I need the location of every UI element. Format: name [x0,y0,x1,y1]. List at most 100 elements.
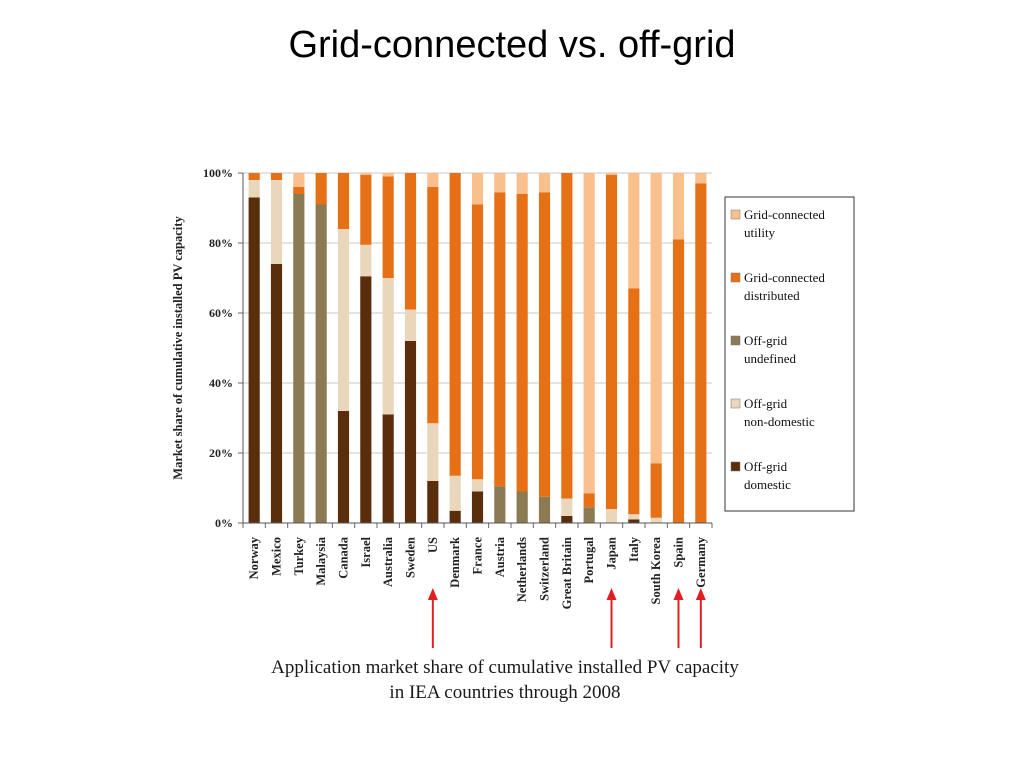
legend-swatch [730,461,741,472]
x-tick-label: Malaysia [314,536,328,585]
highlight-arrow-head [695,588,706,600]
x-tick-label: Turkey [292,536,306,575]
x-tick-label: South Korea [649,536,663,604]
bar-us-grid-connected-utility [427,173,439,187]
bar-israel-grid-connected-utility [360,173,372,175]
bar-us-off-grid-domestic [427,481,439,523]
bar-sweden-off-grid-domestic [404,341,417,523]
bar-portugal-off-grid-undefined [583,507,595,523]
bar-sweden-grid-connected-distributed [404,173,417,310]
highlight-arrow-head [427,588,438,600]
legend-label-line2: undefined [744,351,796,366]
bar-spain-grid-connected-distributed [672,239,685,523]
bar-germany-grid-connected-utility [695,173,707,184]
x-tick-label: Portugal [582,536,596,583]
y-tick-label: 40% [209,376,233,390]
legend-label-line2: non-domestic [744,414,815,429]
x-tick-label: Netherlands [515,537,529,602]
legend-swatch [730,209,741,220]
bar-japan-off-grid-non-domestic [605,509,618,523]
bar-spain-grid-connected-utility [672,173,685,240]
bar-netherlands-grid-connected-utility [516,173,528,194]
bar-canada-grid-connected-distributed [337,173,350,229]
legend-label-line1: Off-grid [744,333,788,348]
bar-canada-off-grid-domestic [337,411,350,523]
caption-line-1: Application market share of cumulative i… [271,657,739,678]
y-tick-label: 80% [209,236,233,250]
x-tick-label: Denmark [448,537,462,588]
x-tick-label: Switzerland [538,537,552,601]
x-tick-label: US [426,537,440,553]
legend-label-line2: distributed [744,288,800,303]
bar-us-off-grid-non-domestic [427,423,439,481]
x-tick-label: Italy [627,536,641,562]
bar-netherlands-off-grid-undefined [516,491,528,523]
bar-denmark-grid-connected-distributed [449,173,461,476]
bar-switzerland-grid-connected-utility [538,173,551,193]
legend-label-line1: Grid-connected [744,207,825,222]
bar-austria-grid-connected-utility [494,173,506,193]
bar-mexico-grid-connected-distributed [270,173,283,180]
legend-swatch [730,335,741,346]
bar-denmark-off-grid-non-domestic [449,475,461,511]
caption-line-2: in IEA countries through 2008 [389,682,621,703]
bar-norway-off-grid-non-domestic [248,180,260,198]
bar-turkey-grid-connected-utility [293,173,305,187]
x-tick-label: Sweden [404,537,418,578]
x-tick-label: Australia [381,536,395,587]
y-tick-label: 60% [209,306,233,320]
bar-israel-grid-connected-distributed [360,174,372,245]
legend-swatch [730,272,741,283]
bar-great-britain-off-grid-domestic [561,516,573,523]
bar-mexico-off-grid-domestic [270,264,283,523]
bar-france-off-grid-non-domestic [471,479,484,492]
chart-caption: Application market share of cumulative i… [200,655,810,705]
legend-label-line1: Off-grid [744,396,788,411]
bar-us-grid-connected-distributed [427,187,439,424]
bar-malaysia-grid-connected-distributed [315,173,327,205]
bar-great-britain-grid-connected-distributed [561,173,573,499]
x-tick-label: Israel [359,536,373,567]
bar-canada-off-grid-non-domestic [337,229,350,411]
bar-australia-off-grid-domestic [382,414,394,523]
bar-italy-off-grid-non-domestic [628,514,640,520]
bar-austria-grid-connected-distributed [494,192,506,487]
bar-israel-off-grid-non-domestic [360,244,372,277]
bar-israel-off-grid-domestic [360,276,372,523]
legend-box [724,196,855,512]
bar-switzerland-off-grid-undefined [538,496,551,523]
bar-sweden-off-grid-non-domestic [404,309,417,341]
highlight-arrow-head [606,588,617,600]
legend-label-line1: Grid-connected [744,270,825,285]
bar-great-britain-off-grid-non-domestic [561,498,573,516]
bar-france-grid-connected-utility [471,173,484,205]
legend-label-line2: utility [744,225,776,240]
bar-austria-off-grid-undefined [494,486,506,523]
bar-netherlands-grid-connected-distributed [516,194,528,492]
stacked-bar-chart: 0% 20% 40% 60% 80% 100% Norway Mexico Turkey Mala… [171,166,855,648]
bar-portugal-grid-connected-distributed [583,493,595,508]
bar-denmark-off-grid-domestic [449,510,461,523]
bar-japan-grid-connected-distributed [605,174,618,509]
y-axis-label: Market share of cumulative installed PV … [171,216,185,480]
bar-turkey-grid-connected-distributed [293,187,305,194]
x-tick-label: Mexico [270,537,284,576]
bar-australia-grid-connected-distributed [382,176,394,278]
bar-australia-grid-connected-utility [382,173,394,177]
legend-label-line1: Off-grid [744,459,788,474]
x-tick-label: Japan [605,537,619,570]
bar-australia-off-grid-non-domestic [382,278,394,415]
slide-title: Grid-connected vs. off-grid [288,24,736,66]
bar-south-korea-grid-connected-utility [650,173,662,464]
x-tick-label: Austria [493,536,507,577]
x-tick-label: Great Britain [560,537,574,609]
bar-turkey-off-grid-undefined [293,194,305,523]
x-tick-label: France [471,537,485,575]
bar-france-off-grid-domestic [471,491,484,523]
y-tick-label: 20% [209,446,233,460]
y-tick-label: 100% [203,166,233,180]
bar-norway-grid-connected-distributed [248,173,260,180]
bar-portugal-grid-connected-utility [583,173,595,494]
bar-germany-grid-connected-distributed [695,183,707,523]
x-tick-label: Spain [672,537,686,568]
